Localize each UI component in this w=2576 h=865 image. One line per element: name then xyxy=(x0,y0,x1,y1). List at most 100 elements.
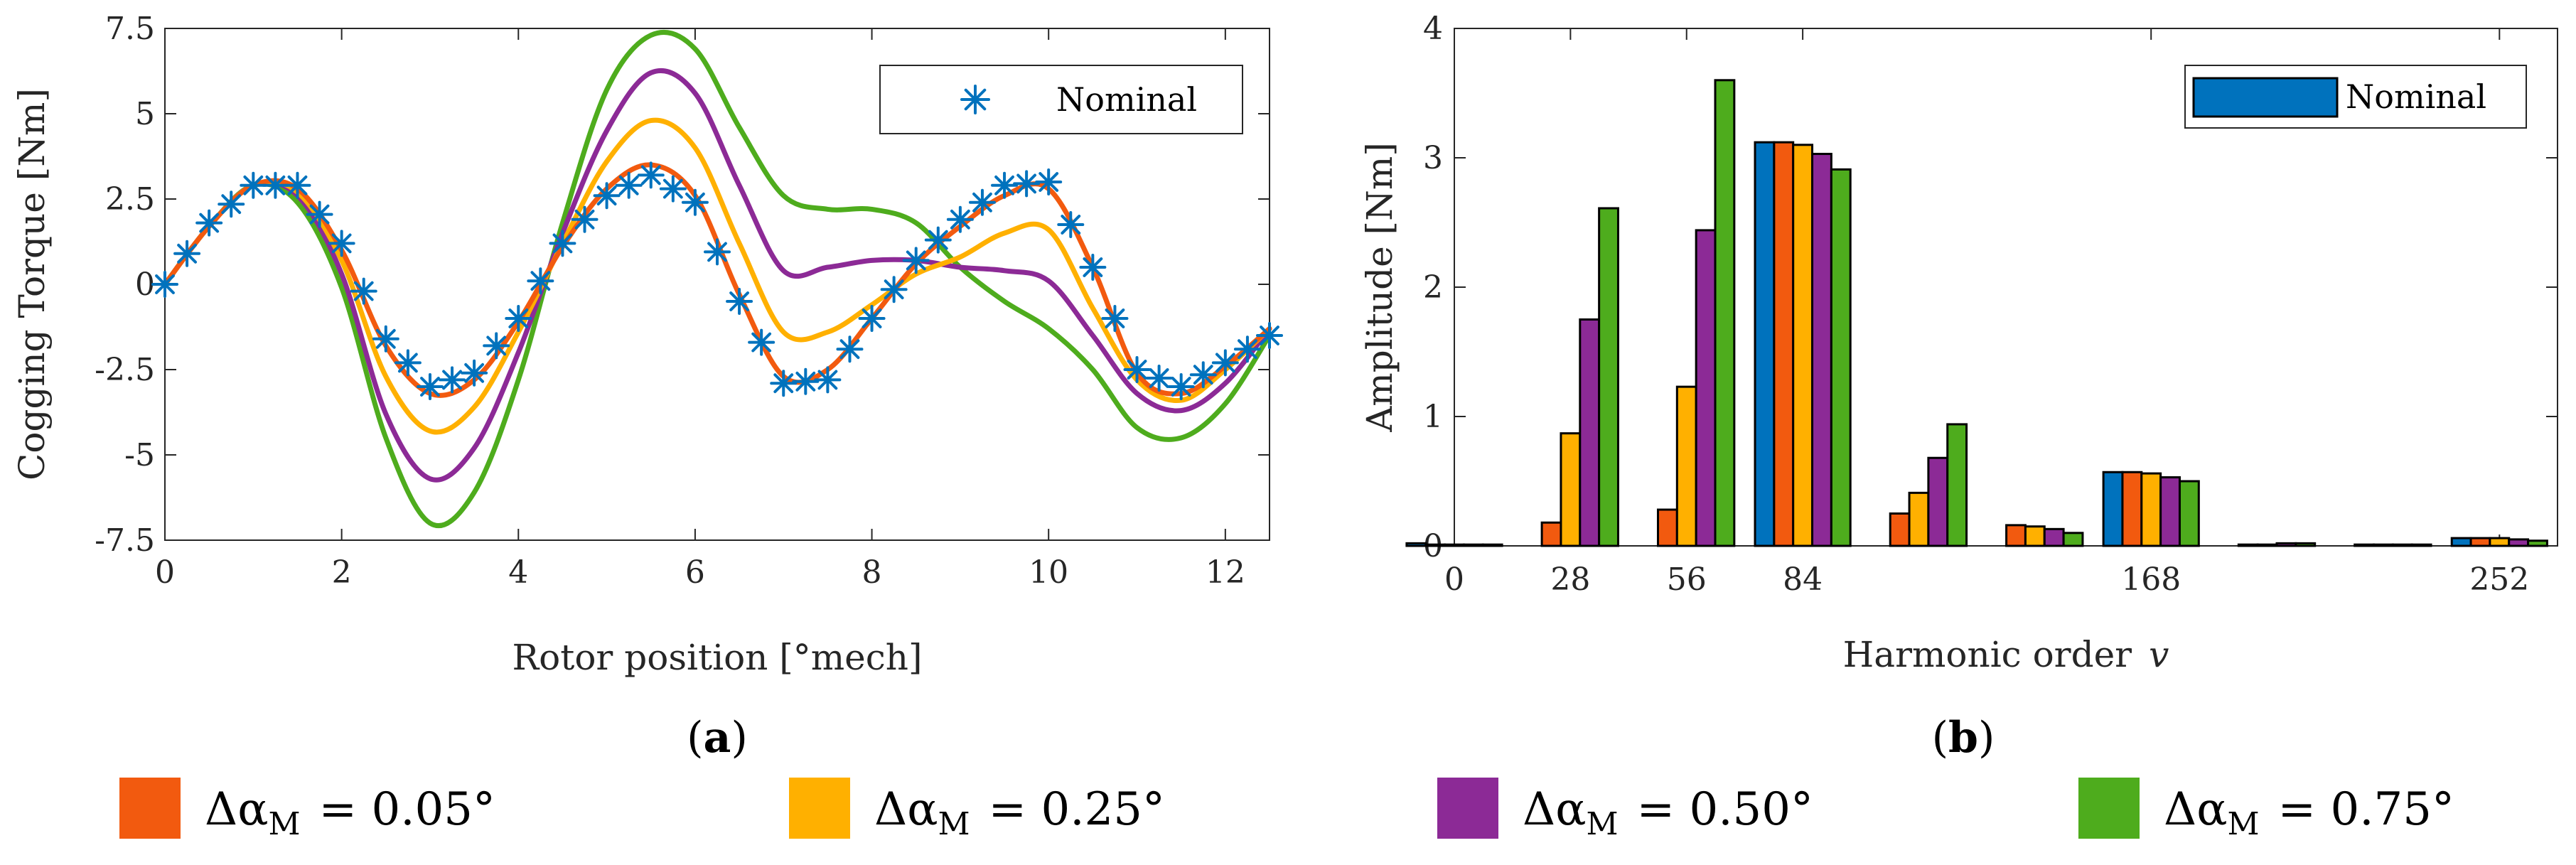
nominal-marker xyxy=(262,171,289,199)
bar-s025-h84 xyxy=(1792,144,1814,547)
bar-s025-h56 xyxy=(1675,385,1697,547)
legend-label-s050: ΔαM = 0.50° xyxy=(1523,783,1813,842)
bar-nominal-h0 xyxy=(1405,542,1427,547)
bar-s075-h224 xyxy=(2410,543,2432,547)
panel-a-caption-open: ( xyxy=(687,713,703,763)
panel-a-series xyxy=(151,30,1283,529)
nominal-marker-stroke xyxy=(375,328,396,349)
bar-s025-h224 xyxy=(2373,543,2394,547)
panel-a-xlabel: Rotor position [°mech] xyxy=(512,637,922,678)
panel-b-bars xyxy=(1405,79,2548,547)
nominal-marker xyxy=(1211,349,1239,377)
x-tick-label: 252 xyxy=(2469,562,2529,598)
nominal-marker-stroke xyxy=(640,165,661,186)
nominal-marker-stroke xyxy=(552,233,573,254)
panel-b-caption: (b) xyxy=(1932,713,1995,763)
panel-a-caption-letter: a xyxy=(704,713,731,763)
y-tick-label: 2 xyxy=(1423,269,1443,306)
bar-s005-h84 xyxy=(1773,141,1795,547)
nominal-marker xyxy=(1189,361,1217,389)
bar-s075-h252 xyxy=(2527,539,2548,547)
nominal-marker-stroke xyxy=(442,370,462,390)
nominal-marker xyxy=(792,367,820,395)
x-tick-label: 10 xyxy=(1029,554,1068,591)
legend-subscript: M xyxy=(1586,806,1618,842)
nominal-marker-stroke xyxy=(309,204,330,225)
nominal-marker xyxy=(704,238,731,266)
bar-s025-h112 xyxy=(1908,491,1930,547)
nominal-marker xyxy=(306,200,333,228)
series-line-s025 xyxy=(162,117,1272,435)
bar-s025-h196 xyxy=(2256,543,2278,547)
panel-a-caption: (a) xyxy=(687,713,748,763)
nominal-marker xyxy=(284,171,311,199)
nominal-marker-stroke xyxy=(199,213,220,233)
nominal-marker-stroke xyxy=(1193,365,1213,385)
panel-a-legend: Nominal xyxy=(879,65,1243,134)
x-tick-label: 168 xyxy=(2121,562,2181,598)
bar-s050-h112 xyxy=(1927,456,1949,547)
nominal-marker xyxy=(394,349,422,377)
legend-swatch-s025 xyxy=(789,778,850,839)
bar-s025-h28 xyxy=(1560,432,1582,547)
nominal-marker-stroke xyxy=(707,242,727,262)
nominal-marker xyxy=(924,226,952,254)
nominal-marker-stroke xyxy=(817,370,838,390)
panel-b-caption-open: ( xyxy=(1932,713,1948,763)
nominal-marker-stroke xyxy=(1083,257,1103,277)
panel-a-legend-marker xyxy=(960,85,990,114)
nominal-marker xyxy=(527,267,554,295)
bar-s050-h252 xyxy=(2508,538,2530,547)
bar-s075-h196 xyxy=(2295,542,2317,547)
nominal-marker-stroke xyxy=(155,274,175,294)
legend-symbol: Δα xyxy=(2164,783,2227,836)
x-tick-label: 0 xyxy=(155,554,175,591)
legend-symbol: Δα xyxy=(1523,783,1586,836)
nominal-marker xyxy=(328,230,355,257)
x-tick-label: 12 xyxy=(1206,554,1245,591)
bar-s075-h28 xyxy=(1598,207,1619,547)
nominal-marker xyxy=(372,325,399,353)
nominal-marker-stroke xyxy=(884,279,904,300)
y-tick-label: 5 xyxy=(135,96,155,132)
nominal-marker-stroke xyxy=(486,335,507,356)
nominal-marker xyxy=(549,230,576,257)
y-tick-label: 2.5 xyxy=(105,181,155,217)
bar-s005-h56 xyxy=(1656,508,1678,547)
nominal-marker xyxy=(1057,211,1085,238)
bar-s005-h252 xyxy=(2469,537,2491,547)
nominal-marker xyxy=(637,161,665,189)
y-tick-label: 7.5 xyxy=(105,11,155,47)
nominal-marker-stroke xyxy=(773,373,794,394)
nominal-marker-stroke xyxy=(331,233,352,254)
bar-s005-h0 xyxy=(1424,543,1447,547)
nominal-markers xyxy=(151,161,1283,400)
nominal-marker-stroke xyxy=(397,353,418,373)
nominal-marker-stroke xyxy=(1061,215,1081,235)
bar-nominal-h168 xyxy=(2102,471,2124,547)
nominal-marker-stroke xyxy=(1039,172,1059,192)
nominal-marker xyxy=(195,209,223,237)
bar-s050-h0 xyxy=(1462,543,1484,547)
nominal-marker xyxy=(173,240,201,267)
bar-s005-h224 xyxy=(2354,543,2376,547)
bar-s075-h56 xyxy=(1714,79,1736,547)
y-tick-label: -7.5 xyxy=(95,522,155,559)
x-tick-label: 8 xyxy=(862,554,882,591)
nominal-marker-stroke xyxy=(221,194,242,215)
bar-s025-h140 xyxy=(2024,525,2046,547)
nominal-marker-stroke xyxy=(508,308,529,328)
nominal-marker-stroke xyxy=(243,175,264,195)
panel-b-caption-close: ) xyxy=(1978,713,1995,763)
legend-value: = 0.05° xyxy=(319,783,495,836)
legend-swatch-s005 xyxy=(119,778,181,839)
legend-subscript: M xyxy=(268,806,300,842)
panel-a-caption-close: ) xyxy=(731,713,747,763)
nominal-marker xyxy=(461,359,488,387)
series-line-s075 xyxy=(162,30,1272,529)
nominal-marker-stroke xyxy=(751,332,772,353)
x-tick-label: 2 xyxy=(332,554,352,591)
y-tick-label: -2.5 xyxy=(95,352,155,388)
bar-s050-h56 xyxy=(1695,229,1717,547)
panel-b-legend-label: Nominal xyxy=(2346,77,2486,116)
